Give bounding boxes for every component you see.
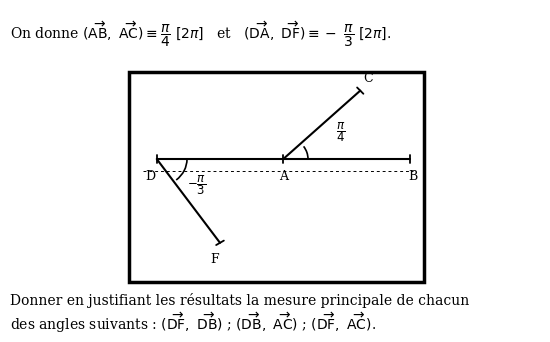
Text: F: F — [210, 253, 219, 266]
Text: C: C — [363, 73, 373, 86]
Text: $-\dfrac{\pi}{3}$: $-\dfrac{\pi}{3}$ — [187, 173, 207, 197]
Text: D: D — [145, 170, 155, 183]
Text: B: B — [408, 170, 417, 183]
Text: A: A — [279, 170, 288, 183]
Text: Donner en justifiant les résultats la mesure principale de chacun: Donner en justifiant les résultats la me… — [10, 293, 469, 308]
Text: $\dfrac{\pi}{4}$: $\dfrac{\pi}{4}$ — [336, 120, 346, 144]
Text: On donne $(\overrightarrow{\rm AB},\ \overrightarrow{\rm AC})\equiv \dfrac{\pi}{: On donne $(\overrightarrow{\rm AB},\ \ov… — [10, 19, 391, 49]
Text: des angles suivants : $(\overrightarrow{\rm DF},\ \overrightarrow{\rm DB})$ ; $(: des angles suivants : $(\overrightarrow{… — [10, 310, 376, 334]
Bar — [129, 72, 424, 282]
